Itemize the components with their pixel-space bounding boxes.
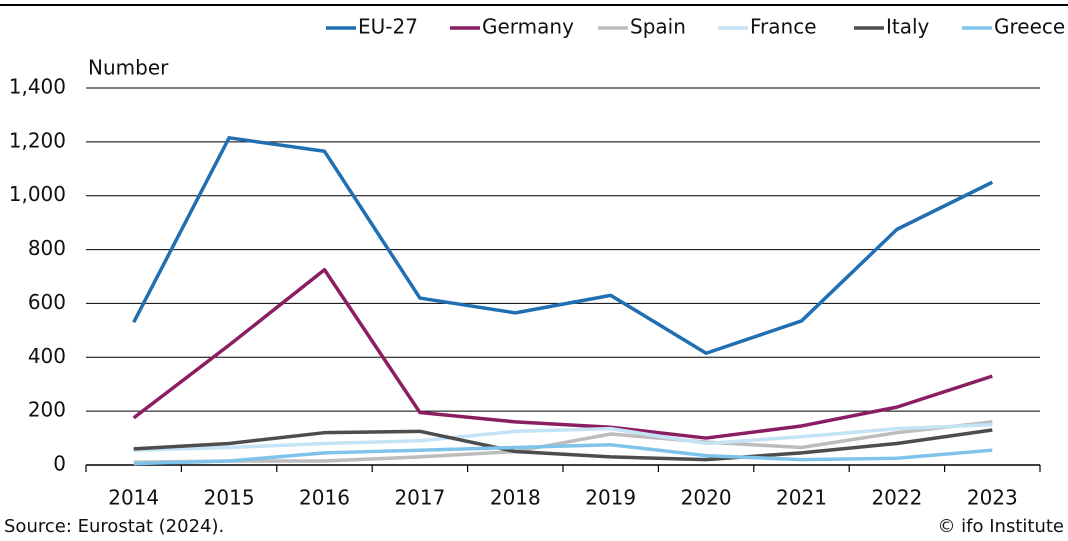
x-tick-label: 2016 (299, 486, 350, 510)
y-tick-label: 200 (28, 398, 66, 422)
legend-label: France (750, 15, 817, 39)
x-tick-label: 2018 (490, 486, 541, 510)
series-line (132, 268, 993, 440)
y-axis-label: Number (88, 56, 169, 80)
series-line (133, 422, 993, 452)
legend-label: Italy (886, 15, 930, 39)
series-line (132, 136, 994, 355)
source: Source: Eurostat (2024). (4, 516, 224, 537)
y-tick-label: 1,000 (9, 182, 66, 206)
series-line (133, 443, 993, 466)
legend-label: Spain (630, 15, 686, 39)
x-tick-label: 2015 (204, 486, 255, 510)
x-tick-label: 2014 (108, 486, 159, 510)
x-tick-label: 2022 (871, 486, 922, 510)
x-tick-label: 2020 (681, 486, 732, 510)
x-tick-label: 2017 (394, 486, 445, 510)
legend-label: Germany (482, 15, 574, 39)
y-tick-label: 0 (53, 452, 66, 476)
x-tick-label: 2019 (585, 486, 636, 510)
y-tick-label: 400 (28, 344, 66, 368)
y-tick-label: 1,200 (9, 128, 66, 152)
x-tick-label: 2021 (776, 486, 827, 510)
x-tick-label: 2023 (967, 486, 1018, 510)
legend-label: EU-27 (358, 15, 418, 39)
y-tick-label: 1,400 (9, 75, 66, 99)
series-line (133, 428, 993, 462)
y-tick-label: 600 (28, 290, 66, 314)
series-line (133, 420, 993, 465)
y-tick-label: 800 (28, 236, 66, 260)
credit: © ifo Institute (937, 516, 1064, 537)
legend-label: Greece (994, 15, 1065, 39)
